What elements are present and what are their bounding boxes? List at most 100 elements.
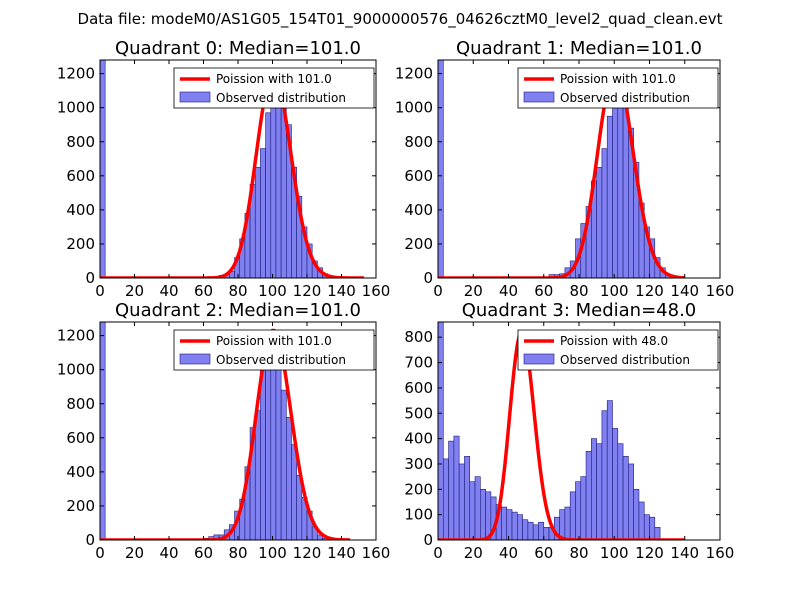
- legend-line-label: Poission with 101.0: [560, 72, 676, 86]
- y-tick-label: 400: [66, 201, 95, 219]
- x-tick-label: 120: [635, 544, 664, 562]
- legend-bar-label: Observed distribution: [560, 353, 690, 367]
- x-tick-label: 160: [706, 282, 735, 300]
- histogram-bar: [453, 435, 460, 540]
- y-tick-label: 1000: [395, 99, 433, 117]
- poisson-curve: [438, 68, 685, 278]
- histogram-bar: [254, 410, 261, 540]
- y-tick-label: 1000: [57, 99, 95, 117]
- histogram-bar: [458, 463, 465, 540]
- x-tick-label: 0: [95, 544, 105, 562]
- histogram-bar: [265, 112, 272, 278]
- histogram-bar: [479, 489, 486, 540]
- x-tick-label: 40: [499, 282, 518, 300]
- y-tick-label: 200: [404, 235, 433, 253]
- histogram-bar: [275, 357, 282, 540]
- y-tick-label: 800: [66, 395, 95, 413]
- legend-bar-label: Observed distribution: [560, 91, 690, 105]
- histogram-bar: [606, 115, 613, 278]
- histogram-bar: [591, 438, 597, 540]
- legend-bar-label: Observed distribution: [216, 353, 346, 367]
- x-tick-label: 20: [125, 544, 144, 562]
- x-tick-label: 40: [159, 544, 178, 562]
- histogram-bar: [601, 410, 608, 540]
- y-tick-label: 0: [85, 531, 95, 549]
- legend: Poission with 101.0 Observed distribution: [173, 329, 375, 371]
- legend-line-label: Poission with 48.0: [560, 334, 668, 348]
- legend-bar-swatch: [523, 91, 555, 103]
- histogram-bar: [438, 60, 444, 278]
- histogram-bar: [280, 107, 287, 278]
- y-tick-label: 600: [404, 379, 433, 397]
- x-tick-label: 140: [670, 544, 699, 562]
- x-tick-label: 40: [159, 282, 178, 300]
- poisson-curve: [100, 328, 351, 540]
- histogram-bar: [612, 428, 619, 540]
- histogram-bar: [622, 456, 629, 540]
- histogram-bar: [474, 476, 481, 540]
- y-tick-label: 700: [404, 354, 433, 372]
- x-tick-label: 100: [258, 544, 287, 562]
- y-tick-label: 800: [404, 328, 433, 346]
- y-tick-label: 300: [404, 455, 433, 473]
- y-tick-label: 0: [423, 531, 433, 549]
- legend-bar-label: Observed distribution: [216, 91, 346, 105]
- legend: Poission with 48.0 Observed distribution: [517, 329, 719, 371]
- histogram-bar: [285, 417, 292, 540]
- histogram-bar: [649, 516, 656, 540]
- legend-line-label: Poission with 101.0: [216, 334, 332, 348]
- histogram-bar: [606, 400, 613, 540]
- histogram-bar: [654, 527, 661, 540]
- histogram-bar: [564, 506, 571, 540]
- quadrant-3-panel: Quadrant 3: Median=48.0 0 20 40 60 80 100 120 14…: [404, 300, 734, 562]
- x-tick-label: 60: [194, 544, 213, 562]
- x-tick-label: 140: [670, 282, 699, 300]
- histogram-bar: [464, 456, 471, 540]
- x-tick-label: 140: [327, 282, 356, 300]
- histogram-bar: [438, 322, 444, 540]
- figure-suptitle: Data file: modeM0/AS1G05_154T01_90000005…: [78, 10, 723, 29]
- y-tick-label: 1200: [57, 65, 95, 83]
- x-tick-label: 120: [635, 282, 664, 300]
- histogram-bar: [543, 527, 550, 540]
- histogram-bar: [612, 81, 619, 278]
- histogram-bar: [601, 148, 608, 278]
- histogram-bar: [527, 521, 534, 540]
- quadrant-0-panel: Quadrant 0: Median=101.0 0 20 40 60 80 100 120 1…: [57, 38, 391, 300]
- y-tick-label: 200: [404, 480, 433, 498]
- histogram-bar: [532, 524, 539, 540]
- histogram-bar: [100, 60, 106, 278]
- histogram-bar: [254, 166, 261, 278]
- x-tick-label: 0: [433, 282, 443, 300]
- histogram-bar: [580, 476, 587, 540]
- histogram-bar: [291, 444, 297, 540]
- histogram-bar: [100, 322, 106, 540]
- x-tick-label: 100: [600, 282, 629, 300]
- y-tick-label: 0: [423, 269, 433, 287]
- legend-bar-swatch: [523, 353, 555, 365]
- x-tick-label: 80: [228, 544, 247, 562]
- x-tick-label: 20: [125, 282, 144, 300]
- histogram-bar: [469, 481, 476, 540]
- legend-bar-swatch: [179, 91, 211, 103]
- histogram-bar: [569, 491, 576, 540]
- y-tick-label: 600: [404, 167, 433, 185]
- legend-bar-swatch: [179, 353, 211, 365]
- histogram-bar: [501, 506, 508, 540]
- histogram-bar: [575, 481, 582, 540]
- x-tick-label: 120: [293, 282, 322, 300]
- histogram-bar: [596, 166, 603, 278]
- histogram-bar: [280, 389, 287, 540]
- legend: Poission with 101.0 Observed distribution: [517, 67, 719, 109]
- x-tick-label: 100: [600, 544, 629, 562]
- histogram-bar: [265, 348, 272, 540]
- x-tick-label: 40: [499, 544, 518, 562]
- histogram-bar: [522, 519, 529, 540]
- x-tick-label: 160: [706, 544, 735, 562]
- y-tick-label: 800: [66, 133, 95, 151]
- y-tick-label: 500: [404, 404, 433, 422]
- x-tick-label: 0: [433, 544, 443, 562]
- x-tick-label: 80: [569, 282, 588, 300]
- x-tick-label: 60: [194, 282, 213, 300]
